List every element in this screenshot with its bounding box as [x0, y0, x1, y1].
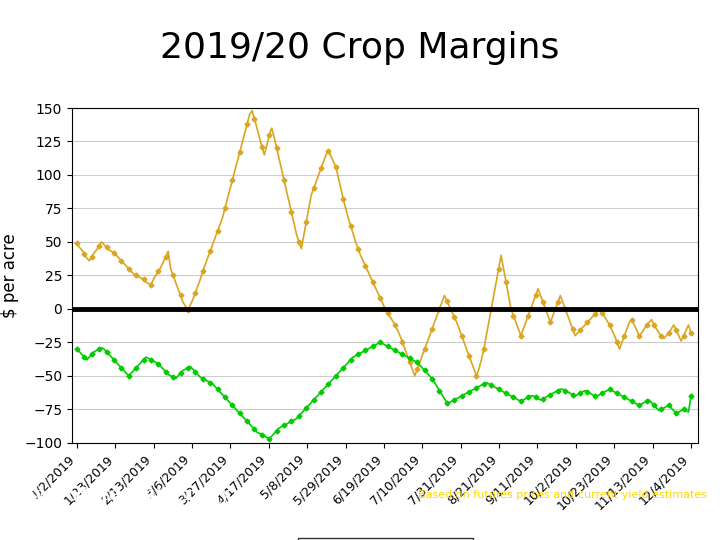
Text: Based on futures prices and current yield estimates: Based on futures prices and current yiel…: [418, 490, 706, 500]
Y-axis label: $ per acre: $ per acre: [1, 233, 19, 318]
Legend: Corn, Soy: Corn, Soy: [298, 538, 472, 540]
Text: Ag Decision Maker: Ag Decision Maker: [518, 517, 680, 531]
Text: Iowa State University: Iowa State University: [14, 485, 230, 504]
Text: Extension and Outreach/Department of Economics: Extension and Outreach/Department of Eco…: [14, 519, 297, 529]
Text: 2019/20 Crop Margins: 2019/20 Crop Margins: [161, 31, 559, 65]
